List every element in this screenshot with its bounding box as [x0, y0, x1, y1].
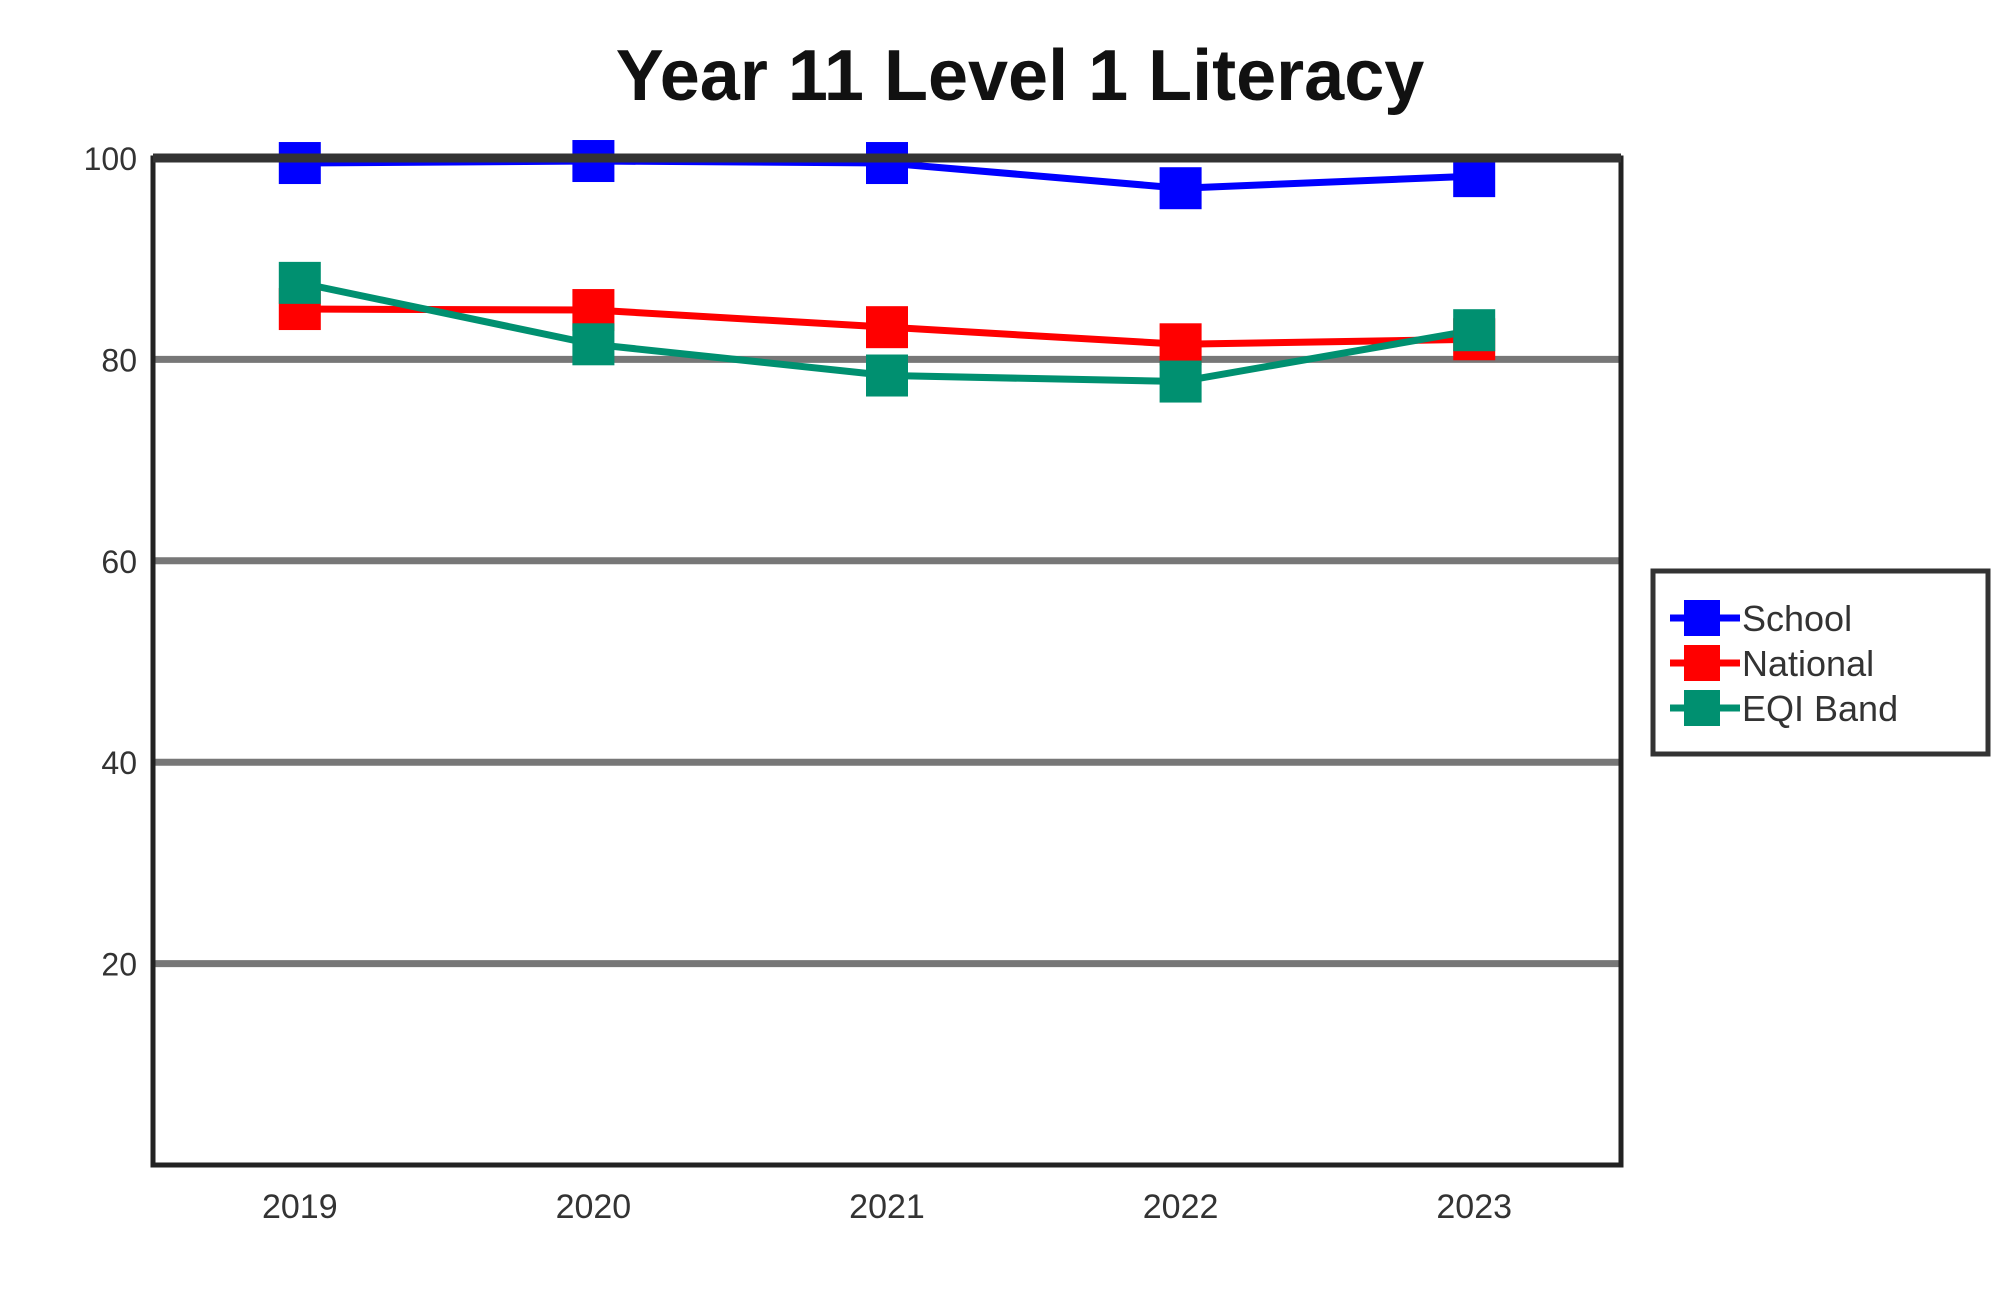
- y-tick-label: 20: [101, 947, 137, 983]
- legend-marker: [1684, 690, 1720, 726]
- y-tick-label: 40: [101, 745, 137, 781]
- y-tick-label: 100: [84, 141, 137, 177]
- legend-label: School: [1742, 598, 1852, 639]
- x-tick-label: 2019: [262, 1188, 338, 1226]
- legend-label: EQI Band: [1742, 688, 1898, 729]
- x-tick-label: 2023: [1436, 1188, 1512, 1226]
- data-point-school: [866, 142, 908, 185]
- legend-label: National: [1742, 643, 1874, 684]
- x-tick-label: 2021: [849, 1188, 925, 1226]
- data-point-national: [1159, 323, 1202, 366]
- chart-title: Year 11 Level 1 Literacy: [616, 36, 1425, 116]
- data-point-eqi-band: [1159, 360, 1202, 403]
- data-point-national: [866, 306, 908, 349]
- y-tick-label: 80: [101, 342, 137, 378]
- legend-marker: [1684, 645, 1720, 681]
- data-point-eqi-band: [278, 261, 321, 304]
- data-point-school: [278, 142, 321, 185]
- data-point-eqi-band: [866, 354, 908, 397]
- x-tick-label: 2022: [1143, 1188, 1219, 1226]
- y-tick-label: 60: [101, 544, 137, 580]
- data-point-school: [1159, 167, 1202, 210]
- data-point-eqi-band: [572, 323, 615, 366]
- legend-marker: [1684, 600, 1720, 636]
- x-tick-label: 2020: [556, 1188, 632, 1226]
- data-point-eqi-band: [1453, 309, 1496, 352]
